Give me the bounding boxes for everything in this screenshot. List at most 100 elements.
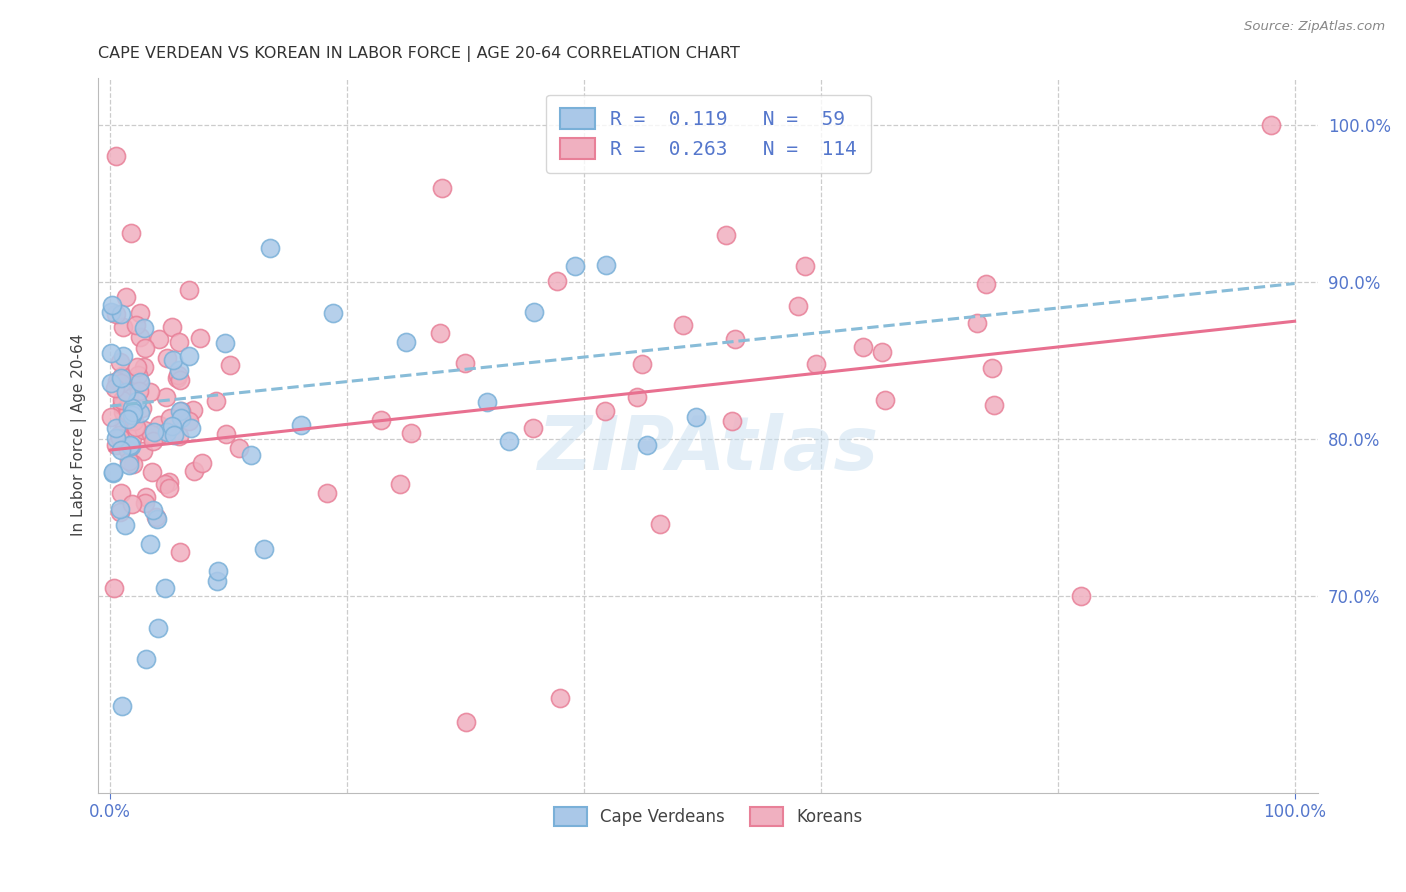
Point	[546, 274, 568, 288]
Point	[430, 180, 453, 194]
Point	[145, 510, 167, 524]
Point	[522, 421, 544, 435]
Point	[214, 335, 236, 350]
Point	[685, 409, 707, 424]
Point	[322, 306, 344, 320]
Point	[120, 439, 142, 453]
Point	[128, 384, 150, 399]
Point	[169, 373, 191, 387]
Point	[983, 398, 1005, 412]
Point	[103, 581, 125, 595]
Point	[132, 320, 155, 334]
Point	[112, 372, 135, 386]
Point	[160, 419, 183, 434]
Point	[110, 376, 132, 390]
Point	[115, 401, 138, 415]
Point	[149, 427, 172, 442]
Point	[104, 431, 127, 445]
Point	[112, 320, 135, 334]
Point	[111, 398, 134, 412]
Point	[169, 334, 191, 349]
Point	[110, 355, 132, 369]
Text: CAPE VERDEAN VS KOREAN IN LABOR FORCE | AGE 20-64 CORRELATION CHART: CAPE VERDEAN VS KOREAN IN LABOR FORCE | …	[98, 46, 740, 62]
Point	[523, 305, 546, 319]
Point	[873, 392, 896, 407]
Point	[370, 413, 392, 427]
Point	[114, 517, 136, 532]
Point	[290, 417, 312, 432]
Point	[156, 425, 179, 440]
Point	[108, 501, 131, 516]
Point	[399, 425, 422, 440]
Point	[111, 393, 134, 408]
Point	[159, 410, 181, 425]
Point	[127, 368, 149, 382]
Point	[259, 241, 281, 255]
Point	[181, 403, 204, 417]
Point	[162, 353, 184, 368]
Point	[134, 496, 156, 510]
Point	[974, 277, 997, 292]
Point	[1070, 589, 1092, 603]
Point	[120, 382, 142, 396]
Point	[148, 332, 170, 346]
Point	[110, 485, 132, 500]
Point	[104, 307, 127, 321]
Point	[100, 346, 122, 360]
Point	[117, 382, 139, 396]
Point	[166, 370, 188, 384]
Point	[128, 330, 150, 344]
Point	[190, 331, 212, 345]
Point	[135, 490, 157, 504]
Point	[125, 318, 148, 333]
Point	[127, 360, 149, 375]
Y-axis label: In Labor Force | Age 20-64: In Labor Force | Age 20-64	[72, 334, 87, 536]
Point	[981, 360, 1004, 375]
Point	[105, 438, 128, 452]
Point	[218, 359, 240, 373]
Point	[215, 426, 238, 441]
Point	[475, 394, 498, 409]
Point	[112, 405, 135, 419]
Point	[177, 414, 200, 428]
Point	[114, 384, 136, 399]
Point	[125, 420, 148, 434]
Point	[183, 464, 205, 478]
Point	[108, 506, 131, 520]
Point	[121, 409, 143, 423]
Point	[163, 427, 186, 442]
Point	[100, 376, 122, 390]
Point	[1260, 118, 1282, 132]
Point	[316, 486, 339, 500]
Point	[721, 414, 744, 428]
Point	[148, 417, 170, 432]
Point	[121, 497, 143, 511]
Point	[121, 430, 143, 444]
Point	[170, 403, 193, 417]
Point	[177, 349, 200, 363]
Point	[454, 714, 477, 729]
Point	[239, 449, 262, 463]
Point	[207, 565, 229, 579]
Point	[105, 375, 128, 389]
Point	[872, 345, 894, 359]
Point	[142, 434, 165, 448]
Point	[724, 332, 747, 346]
Point	[121, 401, 143, 416]
Point	[120, 227, 142, 241]
Point	[134, 423, 156, 437]
Text: ZIPAtlas: ZIPAtlas	[537, 413, 879, 486]
Point	[125, 393, 148, 408]
Point	[117, 405, 139, 419]
Point	[105, 149, 128, 163]
Point	[169, 545, 191, 559]
Point	[253, 542, 276, 557]
Point	[157, 475, 180, 489]
Point	[104, 381, 127, 395]
Point	[170, 410, 193, 425]
Point	[111, 369, 134, 384]
Point	[129, 406, 152, 420]
Point	[118, 458, 141, 473]
Point	[138, 536, 160, 550]
Point	[395, 335, 418, 350]
